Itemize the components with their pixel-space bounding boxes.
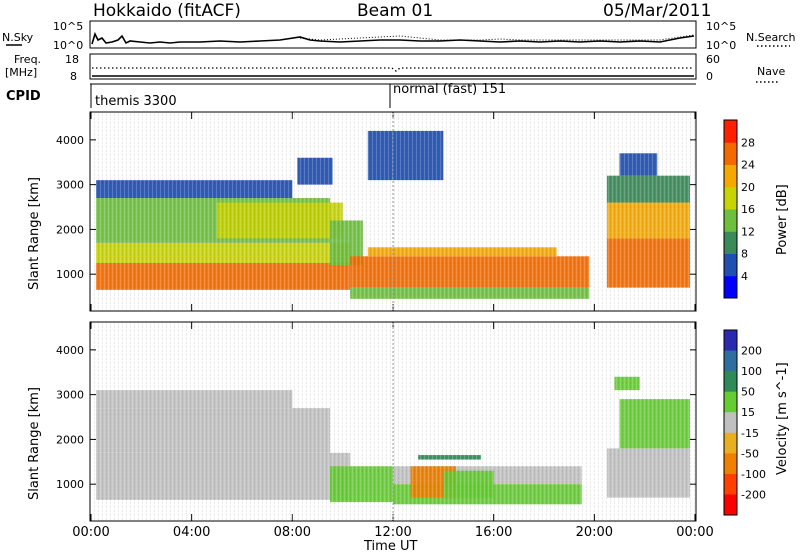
velocity-panel-frame [89, 321, 697, 522]
y-tick-label: 3000 [56, 389, 84, 402]
date-label: 05/Mar/2011 [603, 1, 711, 21]
nsky-strip: N.Sky 10^5 10^0 10^5 10^0 N.Search [2, 20, 796, 52]
power-colorbar-swatch [724, 209, 737, 232]
power-colorbar-tick: 20 [741, 181, 755, 194]
y-tick-label: 4000 [56, 134, 84, 147]
nsearch-label: N.Search [746, 31, 796, 44]
velocity-colorbar-swatch [724, 350, 737, 372]
power-colorbar-frame [723, 119, 738, 299]
freq-strip-frame [89, 53, 697, 80]
cpid-strip: CPID themis 3300 normal (fast) 151 [6, 82, 696, 109]
power-colorbar-tick: 16 [741, 203, 755, 216]
power-colorbar: Power [dB] 4 8 12 16 20 24 28 [723, 119, 790, 299]
cpid-label: CPID [6, 89, 41, 104]
power-colorbar-swatch [724, 253, 737, 277]
x-tick-label: 08:00 [274, 525, 311, 540]
freq-label-line1: Freq. [14, 53, 41, 66]
velocity-colorbar-tick: 15 [741, 406, 755, 419]
nsky-tick-bottom: 10^0 [53, 39, 83, 52]
power-colorbar-swatch [724, 275, 737, 299]
nsky-trace [91, 31, 695, 45]
nsearch-tick-bottom: 10^0 [706, 39, 736, 52]
x-tick-label: 00:00 [676, 525, 713, 540]
velocity-colorbar-swatch [724, 453, 737, 475]
velocity-colorbar: Velocity [m s^-1] 200 100 50 15 -15 -50 -100 -2… [723, 329, 790, 516]
y-tick-label: 3000 [56, 179, 84, 192]
power-colorbar-swatch [724, 231, 737, 254]
velocity-colorbar-tick: -15 [741, 427, 759, 440]
power-colorbar-tick: 28 [741, 136, 755, 149]
velocity-colorbar-swatch [724, 391, 737, 413]
velocity-colorbar-tick: 50 [741, 386, 755, 399]
power-noise-overlay [91, 113, 696, 310]
velocity-ylabel: Slant Range [km] [27, 387, 42, 500]
velocity-colorbar-tick: -50 [741, 447, 759, 460]
power-colorbar-tick: 12 [741, 225, 755, 238]
x-tick-label: 12:00 [374, 525, 411, 540]
velocity-colorbar-label: Velocity [m s^-1] [775, 362, 790, 475]
y-tick-label: 1000 [56, 478, 84, 491]
power-colorbar-swatch [724, 186, 737, 210]
nsky-label: N.Sky [2, 31, 34, 44]
power-ylabel: Slant Range [km] [27, 177, 42, 290]
beam-label: Beam 01 [357, 1, 433, 21]
power-colorbar-swatch [724, 120, 737, 143]
power-colorbar-swatch [724, 142, 737, 165]
freq-tick-bottom: 8 [70, 70, 77, 83]
nsky-tick-top: 10^5 [53, 20, 83, 33]
power-colorbar-tick: 8 [741, 248, 748, 261]
nsky-strip-frame [89, 20, 697, 49]
freq-label-line2: [MHz] [5, 66, 37, 79]
nave-trace [92, 67, 694, 72]
cpid-mode-2: normal (fast) 151 [393, 82, 506, 97]
velocity-noise-overlay [91, 323, 696, 520]
velocity-colorbar-swatch [724, 473, 737, 495]
velocity-panel: Slant Range [km] 1000 2000 3000 4000 Veloci… [27, 321, 790, 522]
nave-label: Nave [757, 65, 785, 78]
plot-title: Hokkaido (fitACF) [93, 1, 241, 21]
velocity-colorbar-tick: 100 [741, 365, 762, 378]
velocity-y-axis: 1000 2000 3000 4000 [56, 344, 696, 491]
nave-tick-bottom: 0 [706, 70, 713, 83]
velocity-colorbar-tick: -200 [741, 488, 766, 501]
power-colorbar-swatch [724, 164, 737, 188]
velocity-colorbar-tick: -100 [741, 468, 766, 481]
x-tick-label: 16:00 [475, 525, 512, 540]
velocity-colorbar-swatch [724, 432, 737, 454]
nave-tick-top: 60 [706, 53, 720, 66]
velocity-colorbar-frame [723, 329, 738, 516]
time-axis-label: Time UT [363, 539, 417, 554]
y-tick-label: 2000 [56, 223, 84, 236]
cpid-mode-1: themis 3300 [95, 94, 177, 109]
velocity-colorbar-swatch [724, 330, 737, 352]
y-tick-label: 1000 [56, 268, 84, 281]
power-panel-frame [89, 111, 697, 312]
nsearch-trace [299, 34, 695, 41]
time-axis: 00:00 04:00 08:00 12:00 16:00 20:00 00:00 [72, 525, 713, 540]
x-tick-label: 20:00 [576, 525, 613, 540]
velocity-colorbar-swatch [724, 494, 737, 516]
power-y-axis: 1000 2000 3000 4000 [56, 134, 696, 281]
power-colorbar-tick: 4 [741, 270, 748, 283]
y-tick-label: 2000 [56, 433, 84, 446]
power-panel: Slant Range [km] 1000 2000 3000 4000 Power … [27, 111, 790, 312]
nsearch-tick-top: 10^5 [706, 20, 736, 33]
freq-strip: Freq. [MHz] 18 8 60 0 Nave [5, 53, 785, 83]
freq-tick-top: 18 [65, 53, 79, 66]
y-tick-label: 4000 [56, 344, 84, 357]
velocity-colorbar-tick: 200 [741, 345, 762, 358]
velocity-colorbar-swatch [724, 412, 737, 434]
x-tick-label: 00:00 [72, 525, 109, 540]
power-colorbar-tick: 24 [741, 159, 755, 172]
power-colorbar-label: Power [dB] [775, 184, 790, 255]
velocity-colorbar-swatch [724, 371, 737, 393]
x-tick-label: 04:00 [173, 525, 210, 540]
